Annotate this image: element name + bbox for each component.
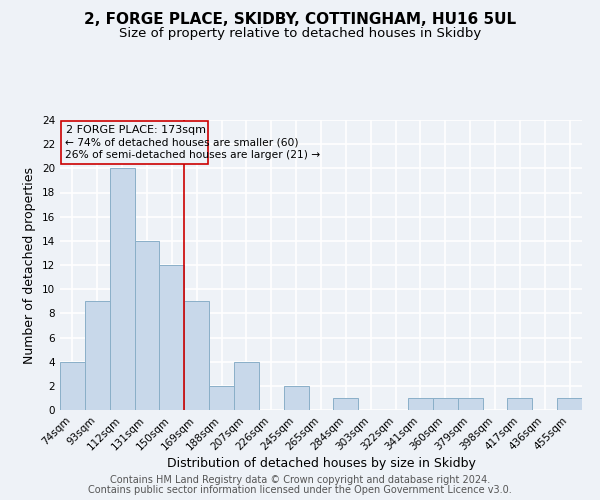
Text: ← 74% of detached houses are smaller (60): ← 74% of detached houses are smaller (60… xyxy=(65,138,298,147)
Text: Contains HM Land Registry data © Crown copyright and database right 2024.: Contains HM Land Registry data © Crown c… xyxy=(110,475,490,485)
Bar xyxy=(508,398,532,410)
Bar xyxy=(160,265,184,410)
X-axis label: Distribution of detached houses by size in Skidby: Distribution of detached houses by size … xyxy=(167,458,475,470)
Bar xyxy=(433,398,458,410)
Bar xyxy=(408,398,433,410)
Bar xyxy=(61,121,208,164)
Bar xyxy=(134,241,160,410)
Bar xyxy=(85,301,110,410)
Text: 2, FORGE PLACE, SKIDBY, COTTINGHAM, HU16 5UL: 2, FORGE PLACE, SKIDBY, COTTINGHAM, HU16… xyxy=(84,12,516,28)
Bar xyxy=(284,386,308,410)
Bar xyxy=(209,386,234,410)
Bar xyxy=(557,398,582,410)
Bar xyxy=(334,398,358,410)
Text: 2 FORGE PLACE: 173sqm: 2 FORGE PLACE: 173sqm xyxy=(66,126,206,136)
Bar xyxy=(458,398,482,410)
Bar xyxy=(60,362,85,410)
Bar xyxy=(184,301,209,410)
Text: 26% of semi-detached houses are larger (21) →: 26% of semi-detached houses are larger (… xyxy=(65,150,320,160)
Text: Size of property relative to detached houses in Skidby: Size of property relative to detached ho… xyxy=(119,28,481,40)
Text: Contains public sector information licensed under the Open Government Licence v3: Contains public sector information licen… xyxy=(88,485,512,495)
Y-axis label: Number of detached properties: Number of detached properties xyxy=(23,166,37,364)
Bar xyxy=(234,362,259,410)
Bar xyxy=(110,168,134,410)
